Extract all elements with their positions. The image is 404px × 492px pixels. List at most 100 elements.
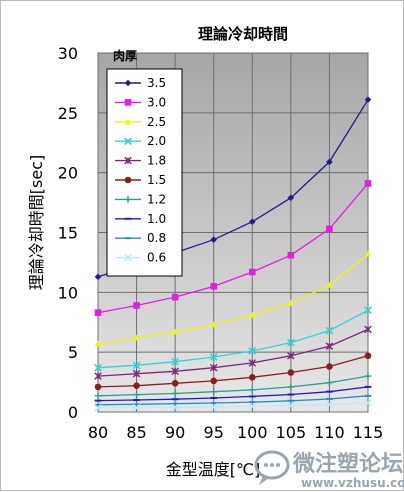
legend-label: 1.5 xyxy=(147,173,166,187)
legend-item: 1.2 xyxy=(115,192,166,206)
series-1.8 xyxy=(94,325,372,380)
legend-item: 1.0 xyxy=(115,212,166,226)
legend-item: 3.0 xyxy=(115,95,166,109)
data-point xyxy=(210,283,218,290)
y-tick-label: 25 xyxy=(58,104,78,123)
data-point xyxy=(364,180,372,187)
data-point xyxy=(171,357,180,366)
legend-swatch-marker xyxy=(124,79,132,87)
legend-swatch-marker xyxy=(124,196,132,203)
x-axis-label: 金型温度[℃] xyxy=(166,460,260,479)
legend-item: 2.5 xyxy=(115,115,166,129)
legend-item: 3.5 xyxy=(115,76,166,90)
watermark-text: 微注塑论坛 xyxy=(292,451,403,477)
data-point xyxy=(364,96,372,103)
y-tick-label: 10 xyxy=(58,283,78,302)
legend-label: 2.0 xyxy=(147,134,166,148)
watermark-url: www.vzhusu.com xyxy=(301,476,404,490)
data-point xyxy=(248,373,256,381)
data-point xyxy=(287,369,295,376)
legend-label: 0.8 xyxy=(147,231,166,245)
legend-swatch-marker xyxy=(124,99,132,106)
series-line xyxy=(97,386,369,402)
x-tick-label: 110 xyxy=(314,423,345,442)
y-tick-label: 15 xyxy=(58,224,78,243)
y-tick-label: 0 xyxy=(68,403,78,422)
legend-item: 1.5 xyxy=(115,173,166,187)
data-point xyxy=(326,225,333,233)
series-line xyxy=(97,328,369,377)
legend-label: 1.0 xyxy=(147,212,166,226)
x-tick-label: 100 xyxy=(237,423,268,442)
series-0.8 xyxy=(94,394,372,406)
data-point xyxy=(248,268,256,276)
data-point xyxy=(287,383,295,391)
legend-label: 0.6 xyxy=(147,251,166,265)
data-point xyxy=(287,351,295,360)
data-point xyxy=(364,399,372,407)
series-1.2 xyxy=(94,372,372,400)
data-point xyxy=(94,372,102,380)
data-point xyxy=(248,386,256,394)
series-3.0 xyxy=(94,180,372,316)
y-tick-label: 30 xyxy=(58,44,78,63)
data-point xyxy=(248,311,256,318)
x-tick-label: 105 xyxy=(276,423,307,442)
data-point xyxy=(171,403,180,412)
data-point xyxy=(364,372,372,380)
y-tick-label: 20 xyxy=(58,164,78,183)
series-1.0 xyxy=(94,385,372,402)
legend-item: 0.6 xyxy=(115,251,166,265)
data-point xyxy=(171,367,179,376)
x-tick-label: 115 xyxy=(353,423,384,442)
data-point xyxy=(326,379,333,386)
data-point xyxy=(209,353,218,361)
data-point xyxy=(210,236,218,243)
data-point xyxy=(325,342,334,350)
data-point xyxy=(287,251,295,259)
data-point xyxy=(287,194,295,202)
legend-item: 0.8 xyxy=(115,231,166,245)
data-point xyxy=(286,401,295,410)
series-2.0 xyxy=(94,306,372,372)
data-point xyxy=(94,383,102,391)
series-line xyxy=(97,395,369,406)
data-point xyxy=(94,392,102,400)
legend-swatch-marker xyxy=(124,253,132,262)
data-point xyxy=(133,382,140,389)
series-line xyxy=(97,375,369,397)
y-tick-label: 5 xyxy=(68,343,78,362)
series-line xyxy=(97,402,369,409)
axis-ticks: 80 85 90 95 100 105 110 115 0 5 10 15 20 25 30 xyxy=(58,44,384,442)
legend-title: 肉厚 xyxy=(113,48,137,63)
data-point xyxy=(286,338,295,347)
data-point xyxy=(94,363,102,372)
data-point xyxy=(326,158,333,166)
series-line xyxy=(97,182,369,314)
series-2.5 xyxy=(94,250,372,347)
x-tick-label: 90 xyxy=(165,423,185,442)
series-0.6 xyxy=(94,399,372,412)
series-line xyxy=(97,253,369,345)
data-point xyxy=(209,403,218,411)
data-point xyxy=(248,347,257,355)
legend-swatch-marker xyxy=(124,118,132,125)
data-point xyxy=(248,402,257,411)
y-axis-label: 理論冷却時間[sec] xyxy=(27,155,46,290)
legend-label: 3.5 xyxy=(147,76,166,90)
data-point xyxy=(326,281,333,288)
data-point xyxy=(171,390,179,397)
legend-box xyxy=(106,68,183,277)
x-tick-label: 80 xyxy=(88,423,108,442)
data-point xyxy=(364,352,372,360)
legend-label: 2.5 xyxy=(147,115,166,129)
data-point xyxy=(364,325,372,334)
data-point xyxy=(325,400,334,409)
data-point xyxy=(210,388,218,395)
x-tick-label: 85 xyxy=(126,423,146,442)
series-line xyxy=(97,309,369,369)
data-point xyxy=(364,250,372,257)
data-point xyxy=(325,326,334,335)
watermark: 微注塑论坛 www.vzhusu.com xyxy=(254,450,404,490)
data-point xyxy=(132,361,141,370)
